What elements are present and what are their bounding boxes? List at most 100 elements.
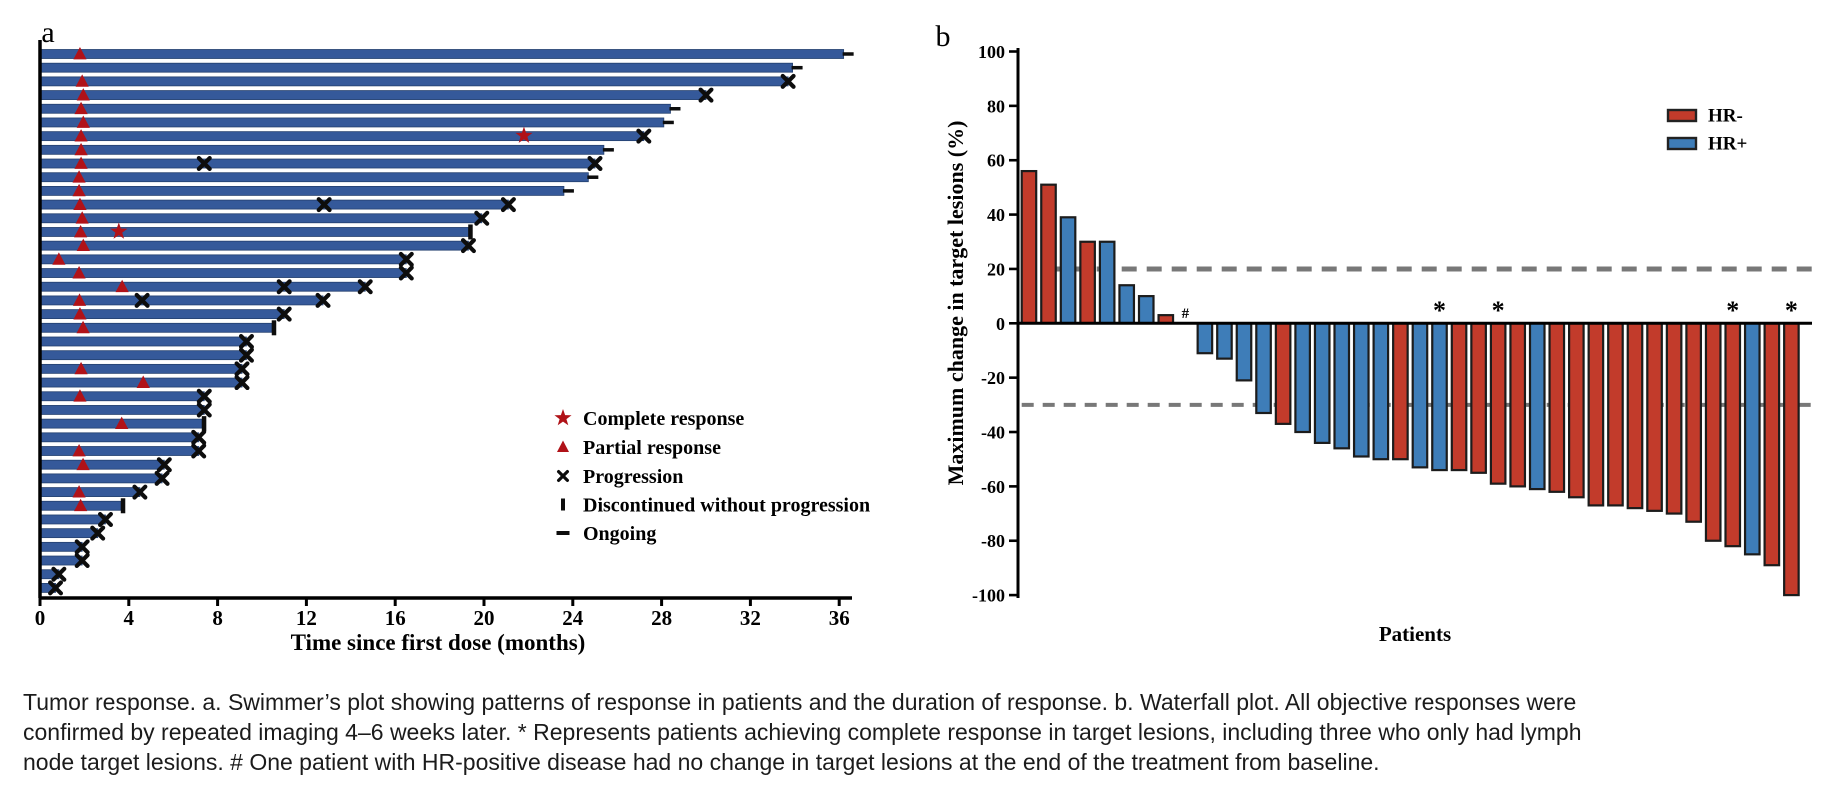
pr-triangle-marker bbox=[73, 197, 87, 210]
swimmer-lane bbox=[40, 580, 64, 596]
swimmer-bar bbox=[40, 541, 83, 552]
pr-triangle-marker bbox=[74, 101, 88, 115]
swimmer-bar bbox=[40, 76, 789, 87]
swimmer-bar bbox=[40, 117, 665, 128]
swimmer-lane bbox=[40, 457, 172, 473]
progression-x-marker bbox=[196, 388, 212, 404]
y-tick-label: 0 bbox=[996, 314, 1005, 334]
asterisk-annotation: * bbox=[1785, 296, 1798, 325]
legend-item-label: HR- bbox=[1708, 106, 1743, 127]
waterfall-bar bbox=[1607, 322, 1624, 507]
x-tick-label: 20 bbox=[474, 606, 495, 630]
x-tick-label: 24 bbox=[562, 606, 584, 630]
progression-x-marker bbox=[316, 197, 332, 213]
progression-x-marker bbox=[74, 539, 90, 555]
progression-x-marker bbox=[51, 566, 67, 582]
pr-triangle-marker bbox=[76, 88, 90, 101]
progression-x-marker bbox=[191, 443, 207, 459]
swimmer-bar bbox=[40, 213, 483, 224]
swimmer-lane bbox=[40, 251, 414, 267]
figure-caption: Tumor response. a. Swimmer’s plot showin… bbox=[23, 687, 1823, 777]
panel-b-legend: HR- HR+ bbox=[1666, 106, 1747, 155]
waterfall-bar bbox=[1274, 322, 1292, 425]
progression-x-marker bbox=[587, 156, 603, 172]
progression-x-marker bbox=[154, 470, 170, 486]
swimmer-bar bbox=[40, 90, 707, 100]
swimmer-lane bbox=[40, 553, 90, 569]
x-tick-label: 8 bbox=[212, 606, 223, 630]
y-tick-label: -60 bbox=[981, 477, 1005, 497]
swimmer-bar bbox=[40, 432, 200, 443]
swimmer-bar bbox=[40, 391, 205, 402]
swimmer-lane bbox=[40, 388, 212, 404]
waterfall-bar bbox=[1470, 322, 1487, 474]
pr-triangle-marker bbox=[74, 129, 88, 142]
swimmer-bar bbox=[40, 473, 163, 484]
waterfall-bar bbox=[1118, 284, 1136, 325]
waterfall-bar bbox=[1313, 322, 1331, 444]
swimmer-bar bbox=[40, 446, 200, 456]
asterisk-annotation: * bbox=[1492, 296, 1505, 325]
swimmer-lane bbox=[40, 470, 170, 486]
y-tick-label: -20 bbox=[981, 368, 1005, 388]
progression-x-marker bbox=[156, 457, 172, 473]
waterfall-bar bbox=[1255, 322, 1272, 415]
pr-triangle-marker bbox=[76, 115, 90, 128]
progression-x-marker bbox=[698, 87, 714, 103]
swimmer-lane bbox=[40, 443, 207, 459]
swimmer-bar bbox=[40, 227, 469, 237]
swimmer-lane bbox=[40, 101, 681, 115]
panel-b-label: b bbox=[936, 20, 951, 53]
progression-x-marker bbox=[191, 429, 207, 445]
swimmer-lane bbox=[40, 279, 373, 295]
waterfall-bar bbox=[1059, 216, 1077, 325]
y-tick-label: -80 bbox=[981, 531, 1005, 551]
waterfall-bar bbox=[1626, 322, 1644, 510]
waterfall-bar bbox=[1685, 322, 1703, 523]
pr-triangle-marker bbox=[74, 224, 88, 238]
waterfall-bar bbox=[1509, 322, 1527, 488]
waterfall-bar bbox=[1079, 240, 1096, 325]
waterfall-bar bbox=[1724, 322, 1742, 548]
waterfall-bar bbox=[1587, 322, 1605, 507]
waterfall-bar bbox=[1528, 322, 1546, 491]
y-tick-label: 20 bbox=[987, 259, 1005, 279]
pr-triangle-marker bbox=[73, 307, 87, 320]
legend-item-label: Complete response bbox=[583, 408, 744, 430]
swimmer-lane bbox=[40, 416, 207, 432]
cross-icon bbox=[557, 470, 569, 482]
legend-item: Discontinued without progression bbox=[561, 495, 870, 517]
swimmer-bar bbox=[40, 49, 845, 59]
swimmer-lane bbox=[40, 375, 250, 391]
swimmer-lane bbox=[40, 170, 599, 183]
pr-triangle-marker bbox=[75, 74, 89, 87]
waterfall-bar bbox=[1294, 322, 1312, 434]
swimmer-lane bbox=[40, 306, 292, 322]
swimmer-bar bbox=[40, 350, 247, 361]
waterfall-bar bbox=[1020, 169, 1038, 325]
pr-triangle-marker bbox=[74, 142, 88, 156]
waterfall-bar bbox=[1548, 322, 1566, 493]
caption-line-2: confirmed by repeated imaging 4–6 weeks … bbox=[23, 719, 1582, 745]
progression-x-marker bbox=[74, 553, 90, 569]
progression-x-marker bbox=[97, 511, 113, 527]
progression-x-marker bbox=[48, 580, 64, 596]
waterfall-bar bbox=[1333, 322, 1351, 450]
waterfall-bar bbox=[1235, 322, 1253, 382]
x-tick-label: 4 bbox=[124, 606, 135, 630]
progression-x-marker bbox=[398, 251, 414, 267]
progression-x-marker bbox=[238, 347, 254, 363]
legend-item-label: Ongoing bbox=[583, 523, 656, 545]
swimmer-lane bbox=[40, 347, 254, 363]
caption-line-3: node target lesions. # One patient with … bbox=[23, 749, 1380, 775]
pr-triangle-marker bbox=[72, 170, 86, 183]
progression-x-marker bbox=[500, 197, 516, 213]
panel-a-legend: Complete response Partial response Progres… bbox=[554, 408, 870, 545]
pr-triangle-marker bbox=[76, 238, 90, 252]
x-tick-label: 12 bbox=[296, 606, 317, 630]
legend-item-label: HR+ bbox=[1708, 134, 1747, 155]
legend-item: HR- bbox=[1666, 106, 1743, 127]
swimmer-lane bbox=[40, 511, 113, 527]
swimmer-lane bbox=[40, 292, 331, 308]
swimmer-bar bbox=[40, 172, 589, 183]
